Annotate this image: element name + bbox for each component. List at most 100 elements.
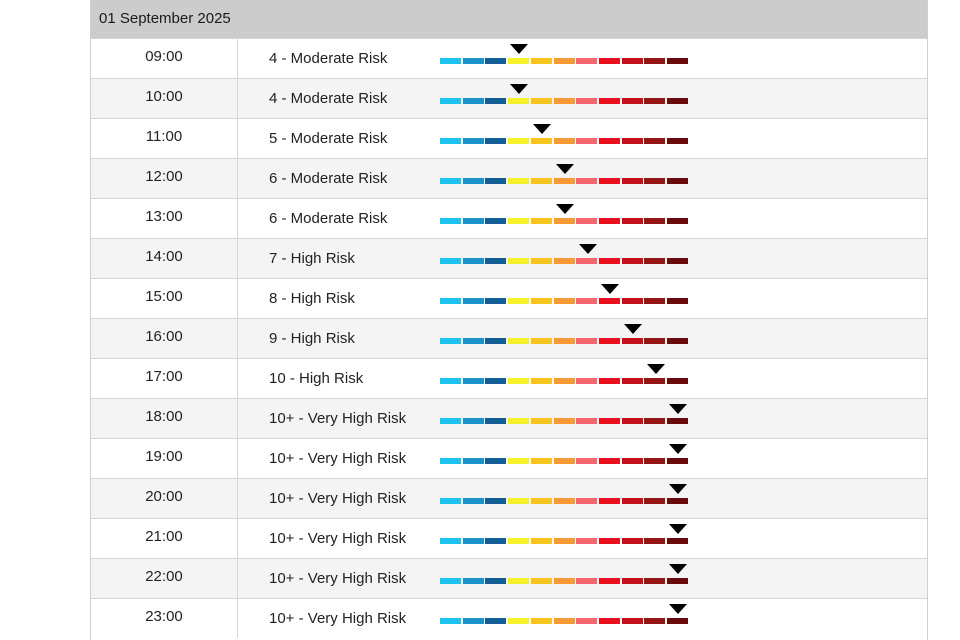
risk-scale-segment (644, 178, 666, 184)
risk-scale-segment (462, 258, 484, 264)
risk-scale-segment (576, 618, 598, 624)
row-time: 13:00 (91, 199, 238, 238)
risk-scale-segment (553, 98, 575, 104)
risk-scale-segment (440, 618, 461, 624)
forecast-row: 15:00 8 - High Risk (91, 278, 927, 318)
risk-scale-segment (508, 578, 530, 584)
risk-scale-segment (598, 618, 620, 624)
risk-scale-segment (462, 458, 484, 464)
risk-marker-icon (533, 124, 552, 134)
risk-scale-segment (598, 258, 620, 264)
forecast-row: 10:00 4 - Moderate Risk (91, 78, 927, 118)
risk-marker-icon (510, 44, 529, 54)
risk-scale (440, 79, 690, 119)
risk-scale-segment (440, 338, 461, 344)
row-time: 12:00 (91, 159, 238, 198)
risk-scale-segment (485, 58, 507, 64)
row-risk-label: 10+ - Very High Risk (269, 410, 407, 427)
risk-scale-segment (576, 138, 598, 144)
row-time: 18:00 (91, 399, 238, 438)
risk-scale-segment (621, 178, 643, 184)
risk-scale-segment (508, 338, 530, 344)
risk-scale-segment (621, 338, 643, 344)
risk-scale-segment (553, 418, 575, 424)
forecast-row: 16:00 9 - High Risk (91, 318, 927, 358)
risk-scale-segment (530, 578, 552, 584)
risk-scale (440, 39, 690, 79)
row-risk-label: 10+ - Very High Risk (269, 490, 407, 507)
risk-scale-segment (644, 98, 666, 104)
row-time: 14:00 (91, 239, 238, 278)
risk-marker-icon (646, 364, 665, 374)
risk-scale-segment (462, 58, 484, 64)
risk-scale-segment (644, 58, 666, 64)
risk-scale-segment (530, 138, 552, 144)
risk-scale-segment (667, 498, 688, 504)
risk-scale-segment (508, 538, 530, 544)
risk-scale-segment (462, 298, 484, 304)
risk-scale-segment (485, 298, 507, 304)
risk-scale-segment (667, 258, 688, 264)
risk-scale-segment (598, 498, 620, 504)
row-risk-label: 5 - Moderate Risk (269, 130, 388, 147)
forecast-panel: 01 September 2025 09:00 4 - Moderate Risk… (90, 0, 928, 640)
risk-scale-segment (462, 378, 484, 384)
row-risk-label: 4 - Moderate Risk (269, 50, 388, 67)
forecast-row: 12:00 6 - Moderate Risk (91, 158, 927, 198)
row-time: 21:00 (91, 519, 238, 558)
risk-scale-segment (530, 98, 552, 104)
risk-scale-segment (530, 498, 552, 504)
risk-scale-segment (644, 338, 666, 344)
risk-scale-segment (598, 378, 620, 384)
forecast-row: 20:00 10+ - Very High Risk (91, 478, 927, 518)
risk-scale (440, 239, 690, 279)
risk-scale-segment (553, 578, 575, 584)
risk-scale-segment (576, 258, 598, 264)
risk-scale-segment (508, 378, 530, 384)
risk-scale (440, 439, 690, 479)
risk-marker-icon (601, 284, 620, 294)
risk-scale-segment (621, 378, 643, 384)
risk-scale-segment (440, 98, 461, 104)
risk-scale-segment (440, 378, 461, 384)
risk-scale-segment (485, 538, 507, 544)
row-risk-label: 10+ - Very High Risk (269, 570, 407, 587)
risk-scale-segment (621, 298, 643, 304)
risk-scale-segment (530, 178, 552, 184)
risk-scale-segment (462, 218, 484, 224)
risk-scale-segment (485, 218, 507, 224)
risk-scale-segment (598, 178, 620, 184)
risk-scale-segment (576, 98, 598, 104)
risk-scale-segment (598, 578, 620, 584)
risk-scale-segment (462, 578, 484, 584)
risk-scale-segment (440, 138, 461, 144)
risk-scale-segment (576, 178, 598, 184)
risk-scale-segment (508, 618, 530, 624)
risk-scale-segment (598, 58, 620, 64)
risk-scale-segment (553, 538, 575, 544)
risk-scale-segment (440, 178, 461, 184)
risk-scale-segment (530, 218, 552, 224)
risk-scale-segment (598, 538, 620, 544)
risk-scale (440, 559, 690, 599)
forecast-row: 11:00 5 - Moderate Risk (91, 118, 927, 158)
risk-scale (440, 319, 690, 359)
risk-scale-segment (576, 58, 598, 64)
risk-scale (440, 599, 690, 639)
risk-scale-segment (462, 98, 484, 104)
risk-scale-segment (667, 178, 688, 184)
risk-scale-segment (667, 58, 688, 64)
risk-scale-segment (598, 418, 620, 424)
risk-scale-segment (530, 338, 552, 344)
risk-marker-icon (623, 324, 642, 334)
risk-scale-segment (621, 618, 643, 624)
risk-scale-segment (576, 578, 598, 584)
risk-scale-segment (576, 378, 598, 384)
risk-scale-segment (576, 538, 598, 544)
risk-scale-segment (530, 458, 552, 464)
risk-scale-segment (598, 218, 620, 224)
risk-scale-segment (530, 378, 552, 384)
risk-scale-segment (667, 458, 688, 464)
risk-scale-segment (508, 58, 530, 64)
risk-scale-segment (667, 538, 688, 544)
